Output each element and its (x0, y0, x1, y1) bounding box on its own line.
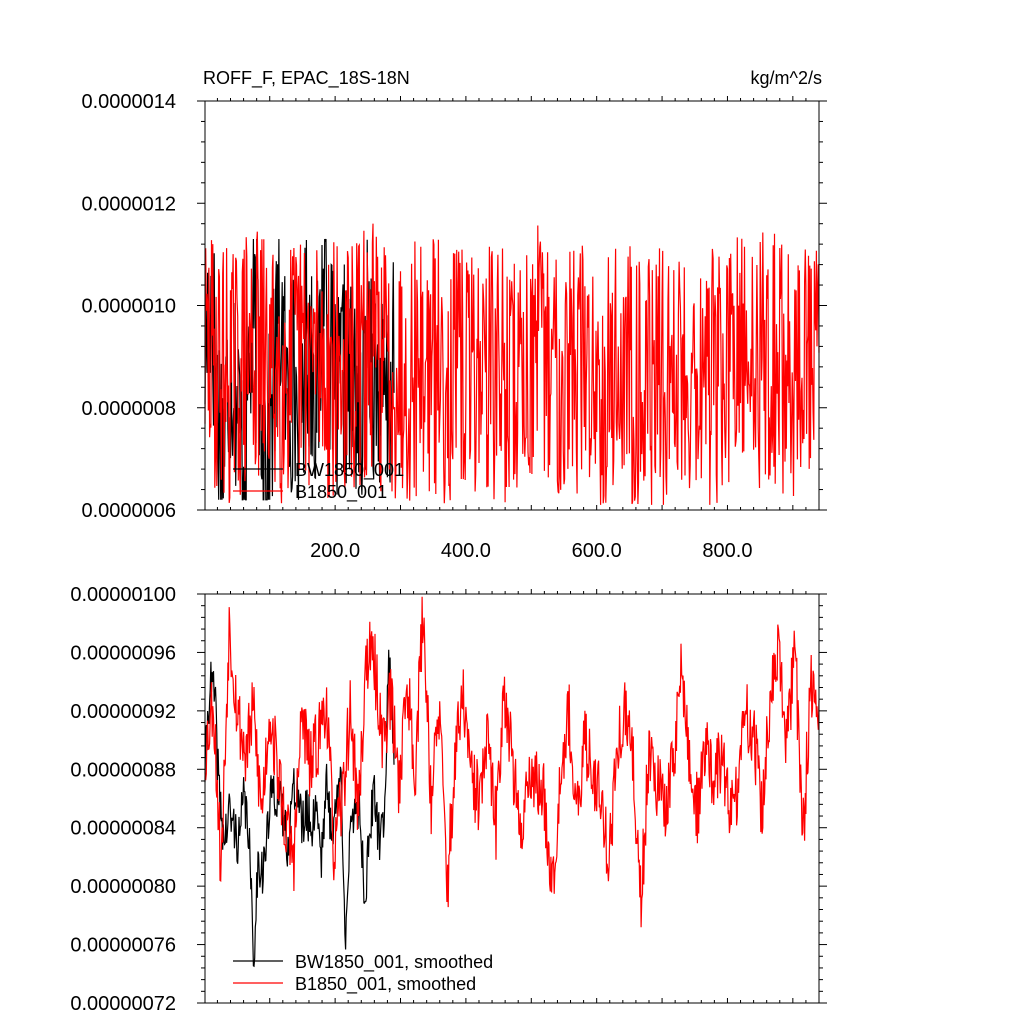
bottom-legend: BW1850_001, smoothed B1850_001, smoothed (233, 952, 493, 995)
y-tick-label: 0.00000084 (70, 818, 176, 840)
series-line-b1850-001-smoothed (204, 596, 820, 928)
x-tick-label: 800.0 (702, 540, 752, 562)
y-tick-label: 0.0000008 (81, 398, 176, 420)
top-x-axis-labels: 200.0 400.0 600.0 800.0 (310, 540, 752, 562)
y-tick-label: 0.00000092 (70, 701, 176, 723)
y-tick-label: 0.00000072 (70, 993, 176, 1015)
bottom-plot-frame (204, 593, 820, 1004)
chart-units: kg/m^2/s (751, 68, 822, 88)
y-tick-label: 0.0000006 (81, 500, 176, 522)
top-series-lines (204, 223, 820, 505)
bottom-series-lines (204, 596, 820, 968)
legend-label-b1850-smoothed: B1850_001, smoothed (295, 974, 476, 995)
y-tick-label: 0.00000096 (70, 642, 176, 664)
top-legend: BW1850_001 B1850_001 (233, 460, 404, 503)
y-tick-label: 0.0000010 (81, 296, 176, 318)
legend-label-bw1850: BW1850_001 (295, 460, 404, 481)
y-tick-label: 0.00000076 (70, 935, 176, 957)
x-tick-label: 600.0 (572, 540, 622, 562)
y-tick-label: 0.00000088 (70, 759, 176, 781)
x-tick-label: 200.0 (310, 540, 360, 562)
top-y-axis-labels: 0.0000006 0.0000008 0.0000010 0.0000012 0.00… (81, 91, 176, 522)
y-tick-label: 0.00000100 (70, 584, 176, 606)
top-axis-ticks (197, 96, 827, 511)
top-panel: ROFF_F, EPAC_18S-18N kg/m^2/s 0.00000060… (81, 68, 827, 562)
legend-label-b1850: B1850_001 (295, 482, 387, 503)
legend-label-bw1850-smoothed: BW1850_001, smoothed (295, 952, 493, 973)
bottom-y-axis-labels: 0.00000072 0.00000076 0.00000080 0.00000084… (70, 584, 176, 1015)
y-tick-label: 0.0000012 (81, 193, 176, 215)
y-tick-label: 0.0000014 (81, 91, 176, 113)
series-line-bw1850-001-smoothed (204, 649, 395, 968)
top-plot-frame (204, 100, 820, 511)
x-tick-label: 400.0 (441, 540, 491, 562)
chart-title: ROFF_F, EPAC_18S-18N (203, 68, 410, 89)
series-line-b1850-001 (204, 223, 820, 505)
y-tick-label: 0.00000080 (70, 876, 176, 898)
bottom-panel: 0.00000072 0.00000076 0.00000080 0.00000084… (70, 584, 827, 1015)
